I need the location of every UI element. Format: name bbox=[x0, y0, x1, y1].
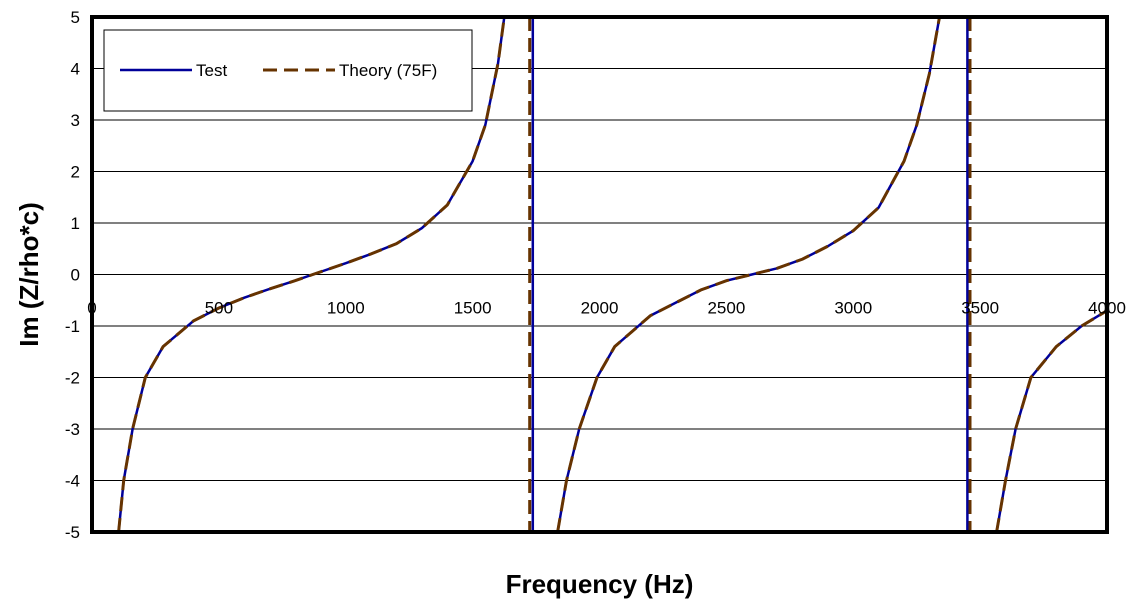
y-tick-label: 0 bbox=[71, 266, 80, 285]
plot-area-frame bbox=[90, 15, 1109, 534]
y-tick-label: -4 bbox=[65, 472, 80, 491]
y-tick-label: -3 bbox=[65, 420, 80, 439]
x-tick-label: 2000 bbox=[581, 299, 619, 318]
x-tick-label: 500 bbox=[205, 299, 233, 318]
x-tick-label: 3500 bbox=[961, 299, 999, 318]
x-tick-label: 3000 bbox=[834, 299, 872, 318]
series-line-test bbox=[995, 309, 1108, 533]
series-line-theory bbox=[556, 16, 941, 533]
y-tick-label: 4 bbox=[71, 60, 80, 79]
legend: Test Theory (75F) bbox=[103, 29, 473, 112]
series-line-theory bbox=[117, 16, 506, 533]
x-tick-label: 0 bbox=[87, 299, 96, 318]
y-tick-label: 1 bbox=[71, 214, 80, 233]
legend-label-test: Test bbox=[196, 61, 227, 80]
y-tick-label: 5 bbox=[71, 8, 80, 27]
y-axis-title: Im (Z/rho*c) bbox=[14, 202, 44, 346]
legend-label-theory: Theory (75F) bbox=[339, 61, 437, 80]
y-tick-label: 3 bbox=[71, 111, 80, 130]
series-line-theory bbox=[995, 309, 1108, 533]
y-tick-label: -2 bbox=[65, 369, 80, 388]
x-tick-label: 4000 bbox=[1088, 299, 1126, 318]
y-tick-label: 2 bbox=[71, 163, 80, 182]
y-axis-tick-labels: 5 4 3 2 1 0 -1 -2 -3 -4 -5 bbox=[65, 8, 80, 542]
series-lines bbox=[117, 16, 1108, 533]
y-tick-label: -5 bbox=[65, 523, 80, 542]
x-tick-label: 1500 bbox=[454, 299, 492, 318]
x-axis-tick-labels: 0 500 1000 1500 2000 2500 3000 3500 4000 bbox=[87, 299, 1126, 318]
x-tick-label: 2500 bbox=[707, 299, 745, 318]
x-tick-label: 1000 bbox=[327, 299, 365, 318]
y-tick-label: -1 bbox=[65, 317, 80, 336]
x-axis-title: Frequency (Hz) bbox=[506, 569, 694, 599]
